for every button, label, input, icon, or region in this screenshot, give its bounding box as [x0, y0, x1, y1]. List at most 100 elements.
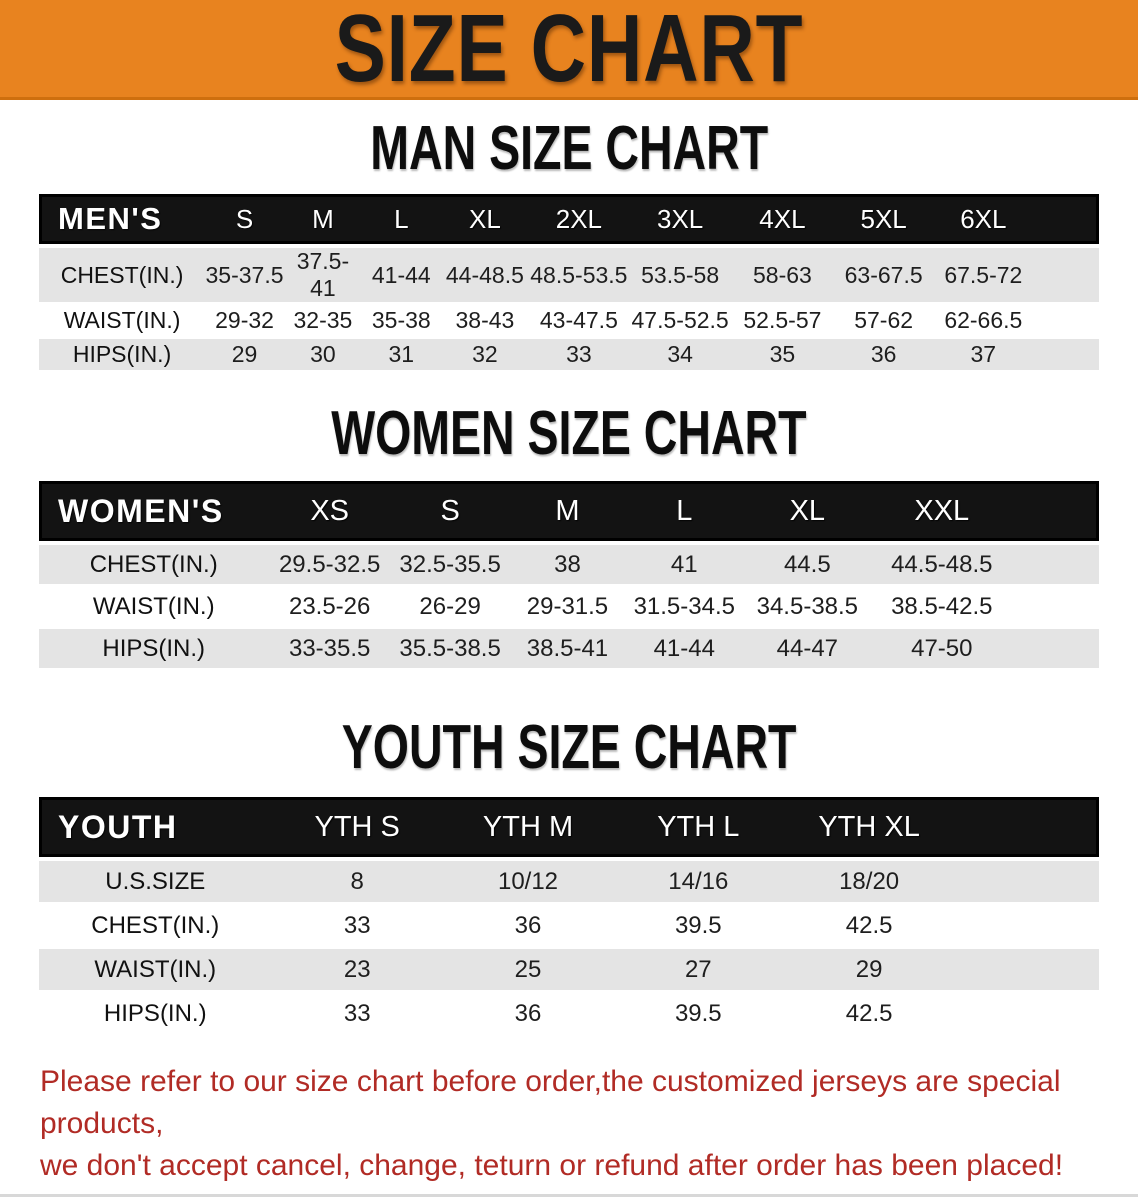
size-value: 14/16 [613, 857, 784, 905]
size-value: 42.5 [783, 993, 955, 1037]
size-value: 32 [440, 339, 530, 373]
size-value: 33 [271, 905, 443, 949]
row-label: WAIST(IN.) [39, 305, 206, 339]
spacer-cell [954, 905, 1099, 949]
spacer-cell [954, 993, 1099, 1037]
size-value: 33 [271, 993, 443, 1037]
youth-size-table: YOUTH YTH S YTH M YTH L YTH XL U.S.SIZE 8 10/12… [39, 797, 1099, 1037]
size-value: 41-44 [625, 629, 743, 671]
spacer-cell [1011, 587, 1099, 629]
row-label: CHEST(IN.) [39, 541, 269, 587]
notice-line-2: we don't accept cancel, change, teturn o… [40, 1149, 1064, 1182]
size-column-header: YTH S [271, 797, 443, 857]
youth-section-title-text: YOUTH SIZE CHART [341, 713, 797, 782]
size-value: 30 [283, 339, 362, 373]
row-label: HIPS(IN.) [39, 339, 206, 373]
size-header-row: MEN'S S M L XL 2XL 3XL 4XL 5XL 6XL [39, 194, 1099, 244]
size-value: 23.5-26 [268, 587, 391, 629]
size-value: 52.5-57 [731, 305, 834, 339]
size-value: 10/12 [442, 857, 614, 905]
size-value: 33-35.5 [268, 629, 391, 671]
size-value: 44.5-48.5 [871, 541, 1012, 587]
size-value: 39.5 [613, 905, 784, 949]
size-header-row: YOUTH YTH S YTH M YTH L YTH XL [39, 797, 1099, 857]
row-label: CHEST(IN.) [39, 244, 206, 305]
women-size-section: WOMEN SIZE CHART WOMEN'S XS S M L XL XXL CHEST(… [0, 373, 1138, 671]
spacer-cell [1011, 481, 1099, 541]
table-title: WOMEN'S [39, 481, 269, 541]
women-size-table: WOMEN'S XS S M L XL XXL CHEST(IN.) 29.5-32.5 32.5… [39, 481, 1099, 671]
men-size-section: MAN SIZE CHART MEN'S S M L XL 2XL 3XL 4XL 5XL 6XL… [0, 100, 1138, 373]
size-value: 29.5-32.5 [268, 541, 391, 587]
spacer-cell [1032, 305, 1099, 339]
size-column-header: XL [742, 481, 872, 541]
measurement-row: CHEST(IN.) 35-37.5 37.5-41 41-44 44-48.5 48.5… [39, 244, 1099, 305]
men-size-table: MEN'S S M L XL 2XL 3XL 4XL 5XL 6XL CHEST(IN.) 35-37… [39, 194, 1099, 373]
page-title-text: SIZE CHART [334, 0, 804, 102]
measurement-row: HIPS(IN.) 29 30 31 32 33 34 35 36 37 [39, 339, 1099, 373]
youth-size-section: YOUTH SIZE CHART YOUTH YTH S YTH M YTH L YTH… [0, 671, 1138, 1037]
spacer-cell [1011, 629, 1099, 671]
row-label: HIPS(IN.) [39, 993, 272, 1037]
size-value: 48.5-53.5 [529, 244, 629, 305]
measurement-row: HIPS(IN.) 33 36 39.5 42.5 [39, 993, 1099, 1037]
spacer-cell [954, 857, 1099, 905]
size-value: 38 [509, 541, 626, 587]
size-value: 63-67.5 [833, 244, 934, 305]
size-column-header: 2XL [529, 194, 629, 244]
size-value: 47.5-52.5 [628, 305, 732, 339]
measurement-row: WAIST(IN.) 29-32 32-35 35-38 38-43 43-47.5 47.… [39, 305, 1099, 339]
size-value: 44.5 [742, 541, 872, 587]
row-label: CHEST(IN.) [39, 905, 272, 949]
row-label: HIPS(IN.) [39, 629, 269, 671]
row-label: WAIST(IN.) [39, 587, 269, 629]
size-value: 36 [833, 339, 934, 373]
size-value: 8 [271, 857, 443, 905]
size-value: 38.5-41 [509, 629, 626, 671]
size-value: 27 [613, 949, 784, 993]
size-value: 62-66.5 [934, 305, 1033, 339]
row-label: WAIST(IN.) [39, 949, 272, 993]
size-value: 29-31.5 [509, 587, 626, 629]
measurement-row: CHEST(IN.) 33 36 39.5 42.5 [39, 905, 1099, 949]
size-value: 44-47 [742, 629, 872, 671]
size-value: 37.5-41 [283, 244, 362, 305]
notice-line-1: Please refer to our size chart before or… [40, 1065, 1061, 1140]
size-value: 44-48.5 [440, 244, 530, 305]
size-column-header: L [361, 194, 441, 244]
size-value: 33 [529, 339, 629, 373]
size-value: 34 [628, 339, 732, 373]
spacer-cell [1032, 244, 1099, 305]
size-value: 35 [731, 339, 834, 373]
size-value: 42.5 [783, 905, 955, 949]
size-value: 29 [783, 949, 955, 993]
size-column-header: S [205, 194, 284, 244]
measurement-row: WAIST(IN.) 23.5-26 26-29 29-31.5 31.5-34.5 34… [39, 587, 1099, 629]
size-value: 47-50 [871, 629, 1012, 671]
size-value: 31.5-34.5 [625, 587, 743, 629]
men-section-title-text: MAN SIZE CHART [370, 114, 768, 183]
order-notice: Please refer to our size chart before or… [0, 1037, 1138, 1187]
size-value: 32.5-35.5 [390, 541, 510, 587]
spacer-cell [1032, 194, 1099, 244]
measurement-row: CHEST(IN.) 29.5-32.5 32.5-35.5 38 41 44.5 44.5… [39, 541, 1099, 587]
size-column-header: 6XL [934, 194, 1033, 244]
size-column-header: YTH M [442, 797, 614, 857]
spacer-cell [954, 797, 1099, 857]
women-section-title: WOMEN SIZE CHART [39, 373, 1099, 481]
spacer-cell [1011, 541, 1099, 587]
size-column-header: S [390, 481, 510, 541]
measurement-row: U.S.SIZE 8 10/12 14/16 18/20 [39, 857, 1099, 905]
size-column-header: XL [440, 194, 530, 244]
size-column-header: 3XL [628, 194, 732, 244]
size-value: 37 [934, 339, 1033, 373]
row-label: U.S.SIZE [39, 857, 272, 905]
size-column-header: XS [268, 481, 391, 541]
size-value: 41 [625, 541, 743, 587]
size-column-header: 4XL [731, 194, 834, 244]
size-value: 39.5 [613, 993, 784, 1037]
size-value: 43-47.5 [529, 305, 629, 339]
size-column-header: YTH XL [783, 797, 955, 857]
size-value: 35-37.5 [205, 244, 284, 305]
